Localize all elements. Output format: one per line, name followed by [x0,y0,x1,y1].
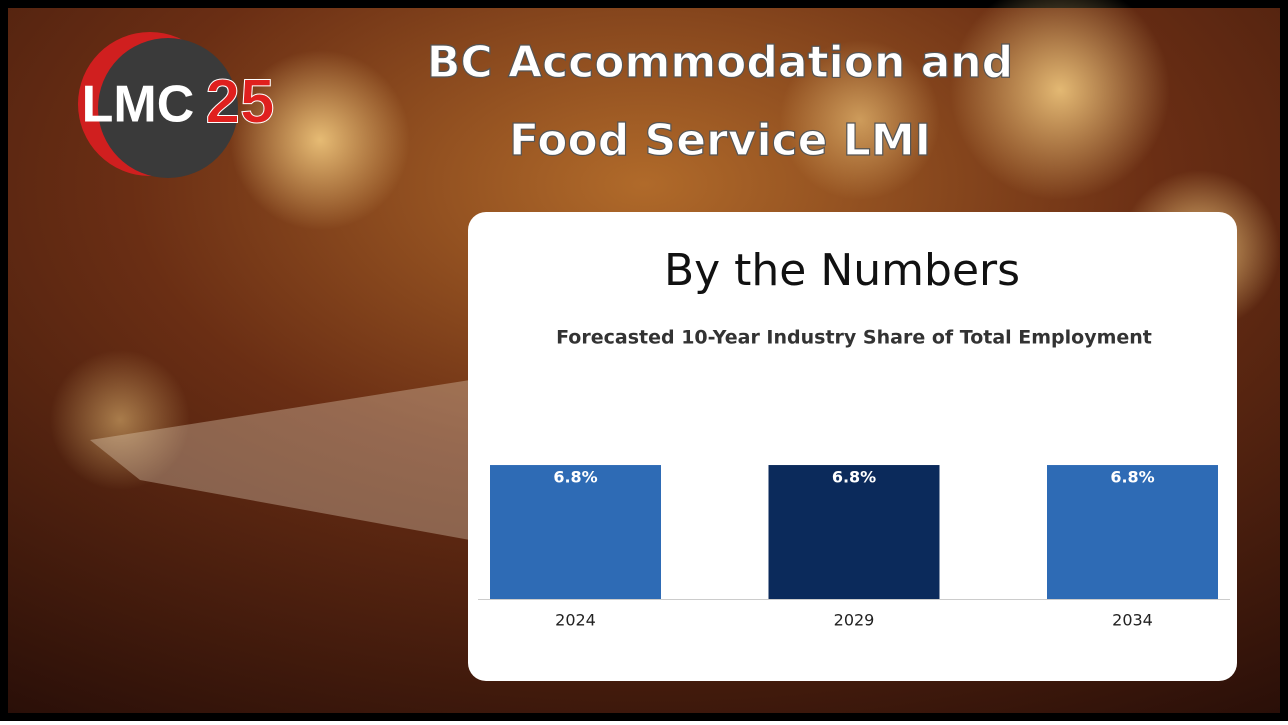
x-tick-label: 2029 [834,611,875,630]
value-label: 6.8% [832,468,876,487]
x-tick-label: 2034 [1112,611,1153,630]
bokeh [50,0,1280,540]
bar [1047,465,1218,599]
bar [768,465,940,599]
value-label: 6.8% [553,468,597,487]
slide-title: Food Service LMI [509,115,931,166]
bar [490,465,661,599]
logo-letters: LMC [82,76,195,134]
chart-title: Forecasted 10-Year Industry Share of Tot… [556,327,1152,349]
x-tick-label: 2024 [555,611,596,630]
value-label: 6.8% [1110,468,1154,487]
heading: By the Numbers [664,245,1020,296]
logo: LMC 25 [78,32,275,178]
logo-number: 25 [206,67,275,136]
slide-title: BC Accommodation and [427,37,1013,88]
